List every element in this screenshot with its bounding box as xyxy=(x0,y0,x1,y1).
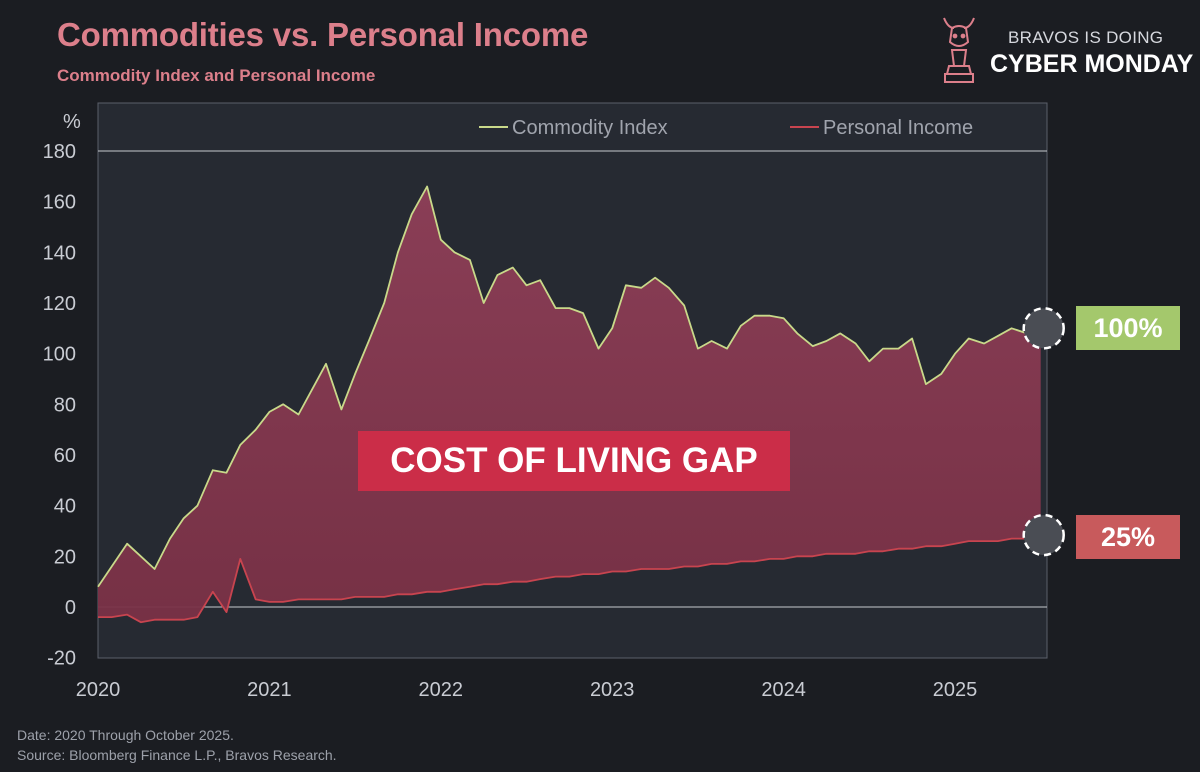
y-tick-label: 120 xyxy=(43,293,76,315)
brand-line-2: CYBER MONDAY xyxy=(990,50,1194,78)
commodity-end-badge: 100% xyxy=(1076,306,1180,350)
income-end-marker xyxy=(1022,513,1065,557)
x-tick-label: 2021 xyxy=(247,679,292,701)
legend-label-commodity: Commodity Index xyxy=(512,117,668,139)
footnote-date: Date: 2020 Through October 2025. xyxy=(17,727,234,743)
x-tick-label: 2022 xyxy=(419,679,464,701)
commodity-end-marker xyxy=(1022,307,1065,350)
footnote-source: Source: Bloomberg Finance L.P., Bravos R… xyxy=(17,747,337,763)
y-tick-label: 60 xyxy=(54,445,76,467)
y-tick-label: 0 xyxy=(65,597,76,619)
chart-legend: Commodity Index Personal Income xyxy=(479,117,973,139)
x-tick-label: 2025 xyxy=(933,679,978,701)
brand-line-1: BRAVOS IS DOING xyxy=(1008,28,1164,47)
brand-block[interactable]: BRAVOS IS DOING CYBER MONDAY xyxy=(928,12,1198,92)
y-tick-label: 140 xyxy=(43,242,76,264)
bull-rook-logo-icon xyxy=(943,17,975,83)
chart-title: Commodities vs. Personal Income xyxy=(57,16,589,53)
legend-label-income: Personal Income xyxy=(823,117,973,139)
y-axis-unit-label: % xyxy=(63,111,81,133)
x-tick-label: 2020 xyxy=(76,679,121,701)
y-tick-label: 80 xyxy=(54,394,76,416)
commodity-index-line xyxy=(97,185,1042,588)
area-chart: % -20 0 20 40 60 80 100 120 140 160 180 2020 2021 2022… xyxy=(43,102,1065,701)
chart-subtitle: Commodity Index and Personal Income xyxy=(57,66,376,85)
y-tick-label: 20 xyxy=(54,546,76,568)
y-tick-label: 160 xyxy=(43,192,76,214)
personal-income-line xyxy=(98,535,1041,624)
cost-of-living-gap-label: COST OF LIVING GAP xyxy=(358,431,790,491)
y-tick-label: -20 xyxy=(47,648,76,670)
x-tick-label: 2023 xyxy=(590,679,635,701)
y-tick-label: 180 xyxy=(43,141,76,163)
y-tick-label: 40 xyxy=(54,496,76,518)
income-end-badge: 25% xyxy=(1076,515,1180,559)
cost-of-living-gap-area xyxy=(98,186,1041,623)
x-tick-label: 2024 xyxy=(761,679,806,701)
footnote: Date: 2020 Through October 2025. Source:… xyxy=(17,725,337,765)
y-tick-label: 100 xyxy=(43,344,76,366)
